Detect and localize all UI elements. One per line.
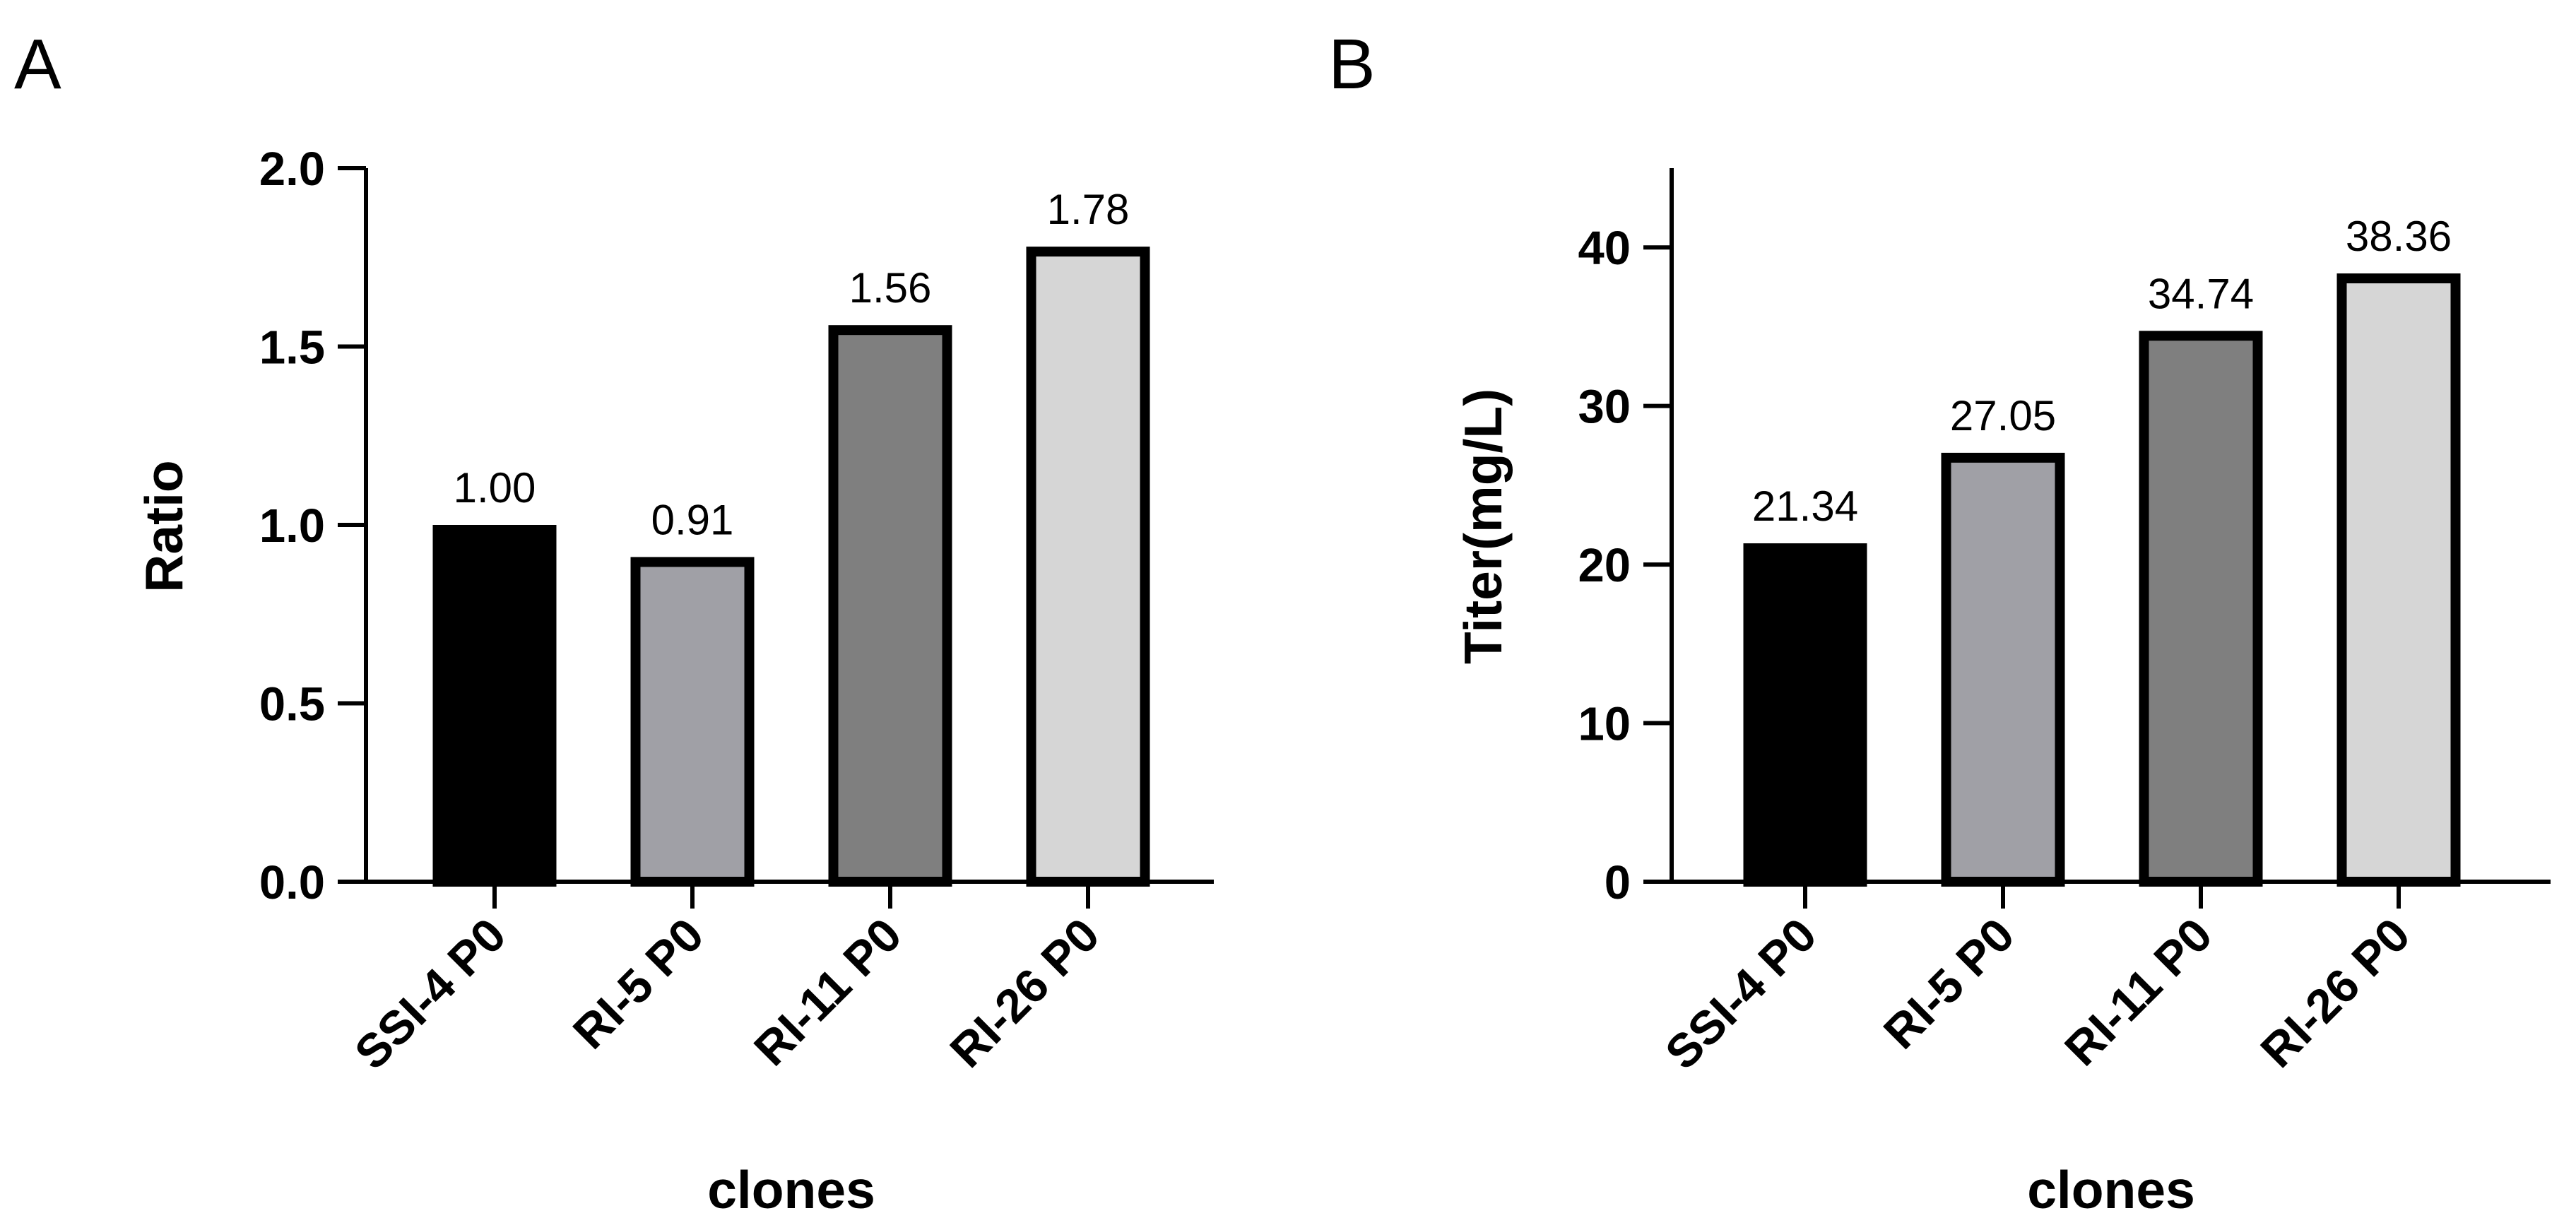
panel-a-data-label: 1.78 xyxy=(1047,186,1130,233)
panel-a-data-label: 0.91 xyxy=(651,496,734,543)
panel-b-bars xyxy=(1743,273,2461,887)
panel-a-bar xyxy=(432,525,557,887)
panel-b-y-tick-label: 0 xyxy=(1605,856,1631,909)
panel-a-y-tick-label: 1.5 xyxy=(259,321,325,374)
panel-a-category-labels: SSI-4 P0 RI-5 P0 RI-11 P0 RI-26 P0 xyxy=(345,909,1110,1080)
panel-a-y-axis-title: Ratio xyxy=(134,460,194,593)
panel-a-category-label: RI-26 P0 xyxy=(940,909,1110,1078)
panel-b-y-tick-label: 40 xyxy=(1578,222,1631,275)
panel-b-category-label: RI-26 P0 xyxy=(2251,909,2421,1078)
panel-b-bar xyxy=(2336,273,2461,887)
panel-a-category-label: SSI-4 P0 xyxy=(345,909,516,1080)
panel-a-y-tick-label: 0.0 xyxy=(259,856,325,909)
panel-b-y-tick-label: 10 xyxy=(1578,698,1631,751)
panel-b-category-label: RI-5 P0 xyxy=(1874,909,2025,1060)
panel-b-axes xyxy=(1670,168,2551,884)
panel-b-data-labels: 21.34 27.05 34.74 38.36 xyxy=(1752,213,2452,530)
panel-b-y-tick-label: 30 xyxy=(1578,381,1631,434)
panel-b-data-label: 34.74 xyxy=(2148,270,2254,317)
panel-a-category-label: RI-11 P0 xyxy=(744,909,911,1076)
panel-a-data-label: 1.56 xyxy=(849,264,932,312)
panel-b-bar xyxy=(1941,452,2065,887)
panel-a-bars xyxy=(432,247,1150,887)
panel-b-y-tick-label: 20 xyxy=(1578,539,1631,592)
panel-b-label: B xyxy=(1328,25,1376,104)
panel-a-y-ticks: 0.0 0.5 1.0 1.5 2.0 xyxy=(259,143,1090,909)
panel-a-label: A xyxy=(14,25,61,104)
panel-b-x-axis-title: clones xyxy=(2027,1160,2195,1219)
panel-a-bar xyxy=(828,325,952,887)
panel-b-data-label: 27.05 xyxy=(1950,392,2056,439)
panel-a-axes xyxy=(364,168,1214,884)
panel-b-category-label: RI-11 P0 xyxy=(2055,909,2222,1076)
panel-a-data-labels: 1.00 0.91 1.56 1.78 xyxy=(454,186,1130,543)
panel-a: A Ratio clones 0.00.51.01.52.0 1.000.911… xyxy=(14,25,1214,1219)
panel-b-y-axis-title: Titer(mg/L) xyxy=(1453,389,1513,664)
panel-a-x-axis-title: clones xyxy=(707,1160,875,1219)
panel-b-bar xyxy=(1743,543,1867,887)
panel-b-data-label: 38.36 xyxy=(2346,213,2452,260)
panel-b-category-labels: SSI-4 P0 RI-5 P0 RI-11 P0 RI-26 P0 xyxy=(1655,909,2421,1080)
panel-a-y-tick-label: 2.0 xyxy=(259,143,325,196)
panel-b: B Titer(mg/L) clones 0 10 20 30 40 21.34 27.0… xyxy=(1328,25,2551,1219)
panel-a-data-label: 1.00 xyxy=(454,464,536,511)
panel-a-bar xyxy=(630,557,755,887)
panel-a-y-tick-label: 1.0 xyxy=(259,499,325,552)
panel-b-bar xyxy=(2139,331,2263,887)
panel-a-bar xyxy=(1026,247,1150,887)
panel-a-category-label: RI-5 P0 xyxy=(563,909,714,1060)
panel-a-y-tick-label: 0.5 xyxy=(259,678,325,731)
panel-b-category-label: SSI-4 P0 xyxy=(1655,909,1827,1080)
panel-b-data-label: 21.34 xyxy=(1752,483,1858,530)
